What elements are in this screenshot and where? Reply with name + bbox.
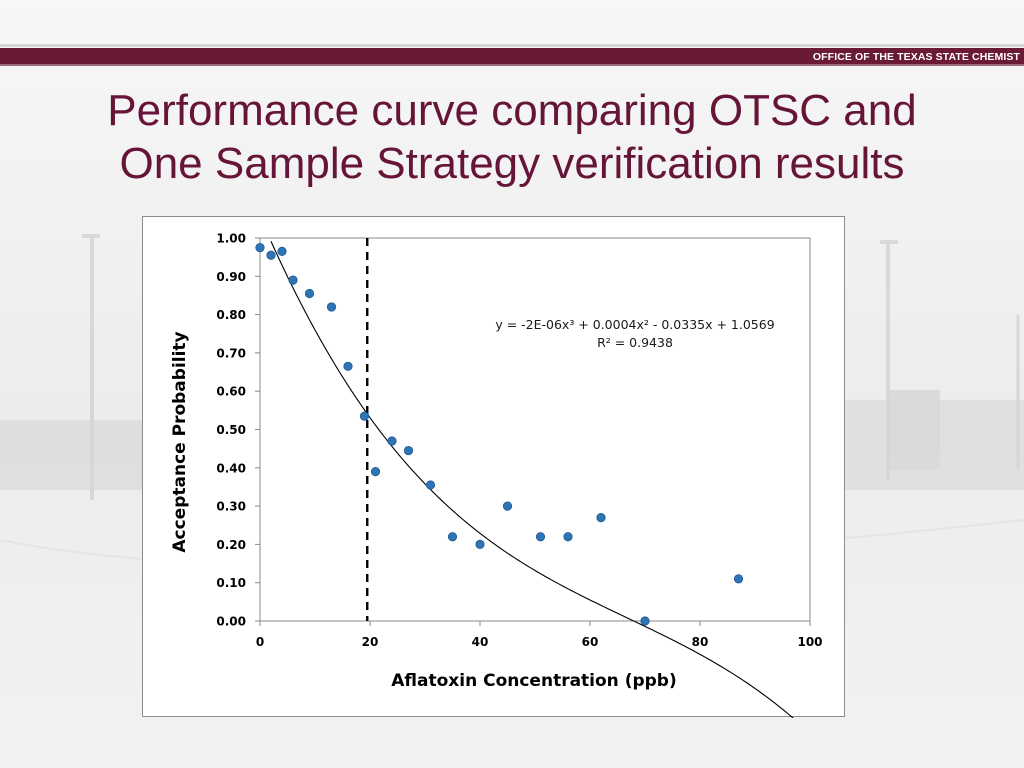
data-point [535, 532, 546, 542]
y-tick-label: 0.10 [216, 576, 246, 590]
y-tick-label: 0.80 [216, 308, 246, 322]
header-top-rule [0, 44, 1024, 47]
data-point [733, 574, 744, 584]
trendline-equation: y = -2E-06x³ + 0.0004x² - 0.0335x + 1.05… [495, 317, 774, 332]
x-tick-label: 80 [692, 635, 709, 649]
x-tick-label: 0 [256, 635, 264, 649]
performance-curve-chart: 0.00 0.10 0.20 0.30 0.40 0.50 0.60 0.70 0.80 0.90… [170, 232, 823, 718]
data-point [403, 445, 414, 456]
data-point [475, 539, 485, 549]
data-point [304, 288, 315, 299]
data-point [640, 616, 650, 626]
header-bar [0, 44, 1024, 66]
y-tick-label: 0.40 [216, 461, 246, 475]
slide-title-line-1: Performance curve comparing OTSC and [107, 86, 917, 135]
data-point [502, 501, 513, 511]
data-point [596, 512, 606, 523]
y-axis-ticks: 0.00 0.10 0.20 0.30 0.40 0.50 0.60 0.70 0.80 0.90… [216, 232, 260, 629]
data-point [288, 275, 298, 285]
data-point [387, 436, 397, 446]
x-tick-label: 40 [472, 635, 489, 649]
data-point [359, 411, 370, 421]
y-axis-label: Acceptance Probability [170, 331, 190, 552]
y-tick-label: 0.70 [216, 346, 246, 360]
x-tick-label: 100 [797, 635, 822, 649]
y-tick-label: 0.00 [216, 615, 246, 629]
data-point [425, 480, 436, 490]
data-point [326, 302, 337, 312]
trendline-curve [270, 241, 794, 718]
plot-area-border [259, 237, 811, 622]
data-points [255, 242, 744, 626]
organization-label: OFFICE OF THE TEXAS STATE CHEMIST [812, 51, 1020, 63]
trendline-r-squared: R² = 0.9438 [597, 335, 673, 350]
data-point [447, 532, 458, 542]
slide-title-line-2: One Sample Strategy verification results [119, 139, 905, 188]
axes [259, 237, 811, 622]
y-tick-label: 0.90 [216, 270, 246, 284]
y-tick-label: 0.50 [216, 423, 246, 437]
y-tick-label: 1.00 [216, 232, 246, 246]
chart-panel: 0.00 0.10 0.20 0.30 0.40 0.50 0.60 0.70 0.80 0.90… [142, 216, 845, 718]
data-point [343, 361, 353, 371]
header-band [0, 48, 1024, 64]
slide-title: Performance curve comparing OTSC and One… [20, 84, 1004, 190]
x-tick-label: 60 [582, 635, 599, 649]
x-axis-ticks: 0 20 40 60 80 100 [256, 621, 823, 649]
y-tick-label: 0.30 [216, 500, 246, 514]
y-tick-label: 0.20 [216, 538, 246, 552]
y-tick-label: 0.60 [216, 385, 246, 399]
data-point [266, 250, 276, 260]
data-point [370, 467, 381, 477]
x-axis-label: Aflatoxin Concentration (ppb) [391, 671, 677, 691]
data-point [255, 242, 265, 253]
header-bottom-rule [0, 64, 1024, 66]
data-point [277, 246, 287, 257]
data-point [563, 532, 573, 542]
x-tick-label: 20 [362, 635, 379, 649]
